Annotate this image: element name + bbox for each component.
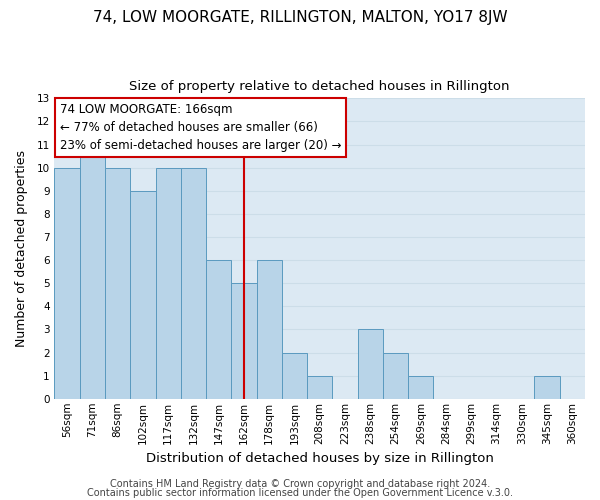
- Bar: [535, 376, 560, 399]
- Bar: [231, 283, 257, 399]
- Bar: [383, 352, 408, 399]
- Bar: [282, 352, 307, 399]
- X-axis label: Distribution of detached houses by size in Rillington: Distribution of detached houses by size …: [146, 452, 494, 465]
- Bar: [257, 260, 282, 399]
- Bar: [130, 191, 155, 399]
- Title: Size of property relative to detached houses in Rillington: Size of property relative to detached ho…: [130, 80, 510, 93]
- Bar: [80, 144, 105, 399]
- Y-axis label: Number of detached properties: Number of detached properties: [15, 150, 28, 347]
- Bar: [408, 376, 433, 399]
- Text: Contains public sector information licensed under the Open Government Licence v.: Contains public sector information licen…: [87, 488, 513, 498]
- Bar: [358, 330, 383, 399]
- Bar: [307, 376, 332, 399]
- Text: 74, LOW MOORGATE, RILLINGTON, MALTON, YO17 8JW: 74, LOW MOORGATE, RILLINGTON, MALTON, YO…: [92, 10, 508, 25]
- Bar: [206, 260, 231, 399]
- Text: Contains HM Land Registry data © Crown copyright and database right 2024.: Contains HM Land Registry data © Crown c…: [110, 479, 490, 489]
- Bar: [55, 168, 80, 399]
- Bar: [181, 168, 206, 399]
- Text: 74 LOW MOORGATE: 166sqm
← 77% of detached houses are smaller (66)
23% of semi-de: 74 LOW MOORGATE: 166sqm ← 77% of detache…: [60, 103, 341, 152]
- Bar: [155, 168, 181, 399]
- Bar: [105, 168, 130, 399]
